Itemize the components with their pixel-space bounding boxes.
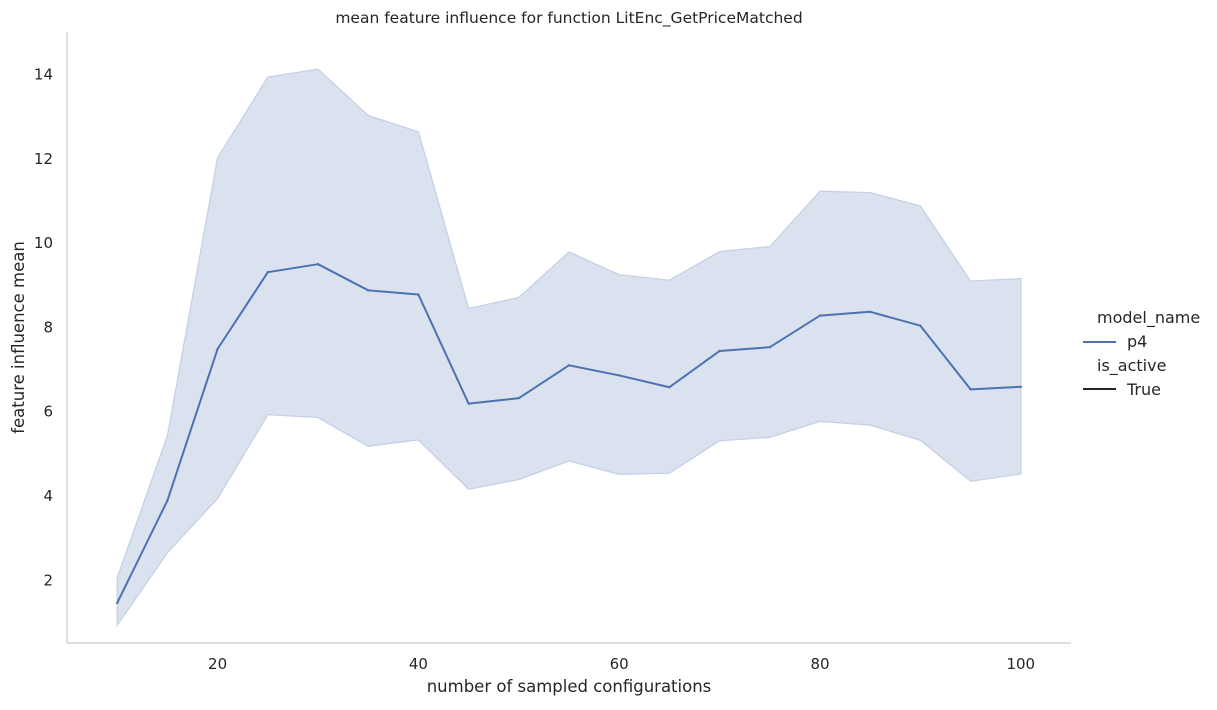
x-axis-title: number of sampled configurations <box>427 677 712 696</box>
data-point <box>869 310 872 313</box>
data-point <box>417 293 420 296</box>
data-point <box>618 374 621 377</box>
data-point <box>517 396 520 400</box>
data-point <box>668 386 671 389</box>
confidence-band-p4 <box>116 68 1022 628</box>
x-tick-label: 20 <box>208 655 227 673</box>
y-tick-label: 6 <box>43 403 53 421</box>
data-point <box>919 324 922 327</box>
y-axis-ticks: 2 4 6 8 10 12 14 <box>34 66 53 590</box>
chart-title: mean feature influence for function LitE… <box>335 9 802 28</box>
legend-label-true: True <box>1126 380 1161 399</box>
legend-hue-title: model_name <box>1097 308 1200 328</box>
plot-area <box>116 68 1022 628</box>
data-point <box>818 314 822 317</box>
y-tick-label: 12 <box>34 150 53 168</box>
data-point <box>166 499 169 502</box>
data-point <box>567 364 571 367</box>
y-tick-label: 14 <box>34 66 53 84</box>
data-point <box>367 289 370 292</box>
data-point <box>969 388 972 391</box>
y-tick-label: 4 <box>43 487 53 505</box>
y-tick-label: 10 <box>34 234 53 252</box>
y-tick-label: 2 <box>43 571 53 589</box>
data-point <box>1019 385 1022 388</box>
x-tick-label: 100 <box>1006 655 1035 673</box>
x-tick-label: 80 <box>810 655 829 673</box>
legend: model_name p4 is_active True <box>1083 308 1200 399</box>
data-point <box>266 270 269 274</box>
data-point <box>316 262 320 266</box>
legend-label-p4: p4 <box>1127 332 1147 351</box>
x-axis-ticks: 20 40 60 80 100 <box>208 655 1035 673</box>
y-tick-label: 8 <box>43 318 53 336</box>
data-point <box>467 402 470 405</box>
data-point <box>116 601 119 605</box>
data-point <box>718 349 721 353</box>
data-point <box>768 345 771 349</box>
x-tick-label: 60 <box>610 655 629 673</box>
data-point <box>216 347 219 351</box>
x-tick-label: 40 <box>409 655 428 673</box>
y-axis-title: feature influence mean <box>9 241 28 434</box>
legend-style-title: is_active <box>1097 356 1166 376</box>
